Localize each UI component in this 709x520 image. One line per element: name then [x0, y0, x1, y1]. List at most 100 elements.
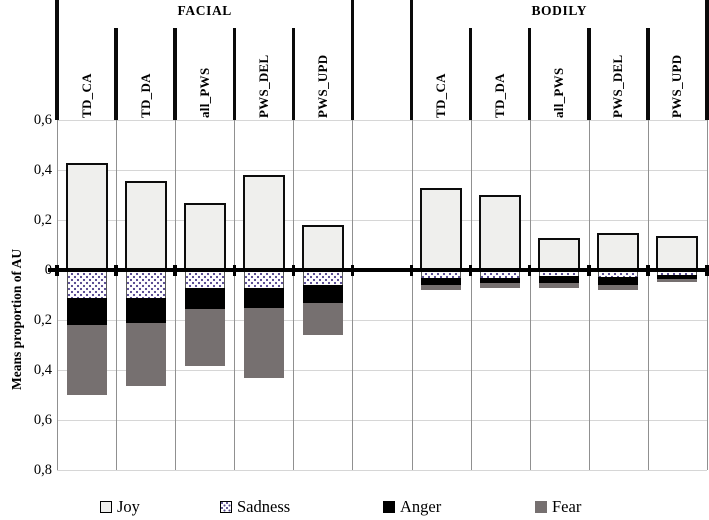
y-tick-label: 0,6: [33, 112, 52, 128]
axis-tick: [587, 264, 591, 276]
v-gridline: [588, 120, 590, 470]
zero-axis-line: [48, 268, 709, 272]
bar-segment-fear: [480, 283, 521, 288]
v-gridline: [293, 120, 295, 470]
h-gridline: [57, 370, 707, 371]
legend-label: Fear: [552, 497, 582, 516]
category-divider: [527, 28, 532, 120]
bar-segment-joy: [183, 202, 226, 270]
axis-tick: [468, 264, 473, 276]
axis-tick: [55, 264, 59, 276]
axis-tick: [646, 264, 650, 276]
bar-segment-anger: [184, 287, 225, 309]
legend-item: Joy: [100, 497, 140, 517]
bar-segment-anger: [302, 285, 343, 303]
bar-segment-sadness: [243, 270, 284, 288]
legend-item: Fear: [535, 497, 581, 517]
v-gridline: [57, 120, 58, 470]
bar-segment-fear: [657, 279, 698, 282]
h-gridline: [57, 220, 707, 221]
bar-segment-sadness: [184, 270, 225, 288]
v-gridline: [470, 120, 472, 470]
bar-segment-sadness: [539, 270, 580, 276]
y-tick-label: 0,4: [33, 162, 52, 178]
bar-segment-sadness: [66, 270, 107, 298]
category-divider: [587, 28, 591, 120]
axis-tick: [409, 264, 414, 276]
y-tick-label: 0: [44, 262, 52, 278]
v-gridline: [707, 120, 708, 470]
v-gridline: [529, 120, 531, 470]
bar-segment-joy: [65, 162, 108, 270]
y-tick-label: 0,2: [33, 312, 52, 328]
axis-tick: [114, 264, 118, 276]
v-gridline: [352, 120, 354, 470]
bar-segment-joy: [479, 195, 522, 270]
axis-tick: [173, 264, 177, 276]
bar-segment-sadness: [125, 270, 166, 298]
category-divider: [291, 28, 296, 120]
bar-segment-anger: [243, 287, 284, 308]
category-label: PWS_DEL: [255, 54, 271, 118]
bar-segment-fear: [421, 285, 462, 290]
bar-segment-joy: [538, 237, 581, 270]
v-gridline: [175, 120, 177, 470]
category-label: TD_CA: [78, 73, 94, 118]
v-gridline: [411, 120, 413, 470]
section-divider: [350, 0, 355, 120]
y-tick-label: 0,2: [33, 212, 52, 228]
v-gridline: [116, 120, 118, 470]
category-label: TD_DA: [492, 73, 508, 118]
joy-swatch-icon: [100, 501, 112, 513]
bar-segment-joy: [124, 181, 167, 270]
bar-segment-sadness: [302, 270, 343, 285]
bar-segment-sadness: [421, 270, 462, 278]
bar-segment-anger: [421, 277, 462, 285]
category-label: TD_CA: [433, 73, 449, 118]
fear-swatch-icon: [535, 501, 547, 513]
bar-segment-anger: [125, 297, 166, 323]
category-label: PWS_UPD: [314, 54, 330, 119]
y-tick-label: 0,8: [33, 462, 52, 478]
axis-tick: [528, 264, 532, 276]
axis-tick: [350, 264, 355, 276]
bar-segment-fear: [539, 282, 580, 288]
legend-label: Joy: [117, 497, 140, 516]
category-label: PWS_UPD: [669, 54, 685, 119]
category-label: TD_DA: [137, 73, 153, 118]
bar-segment-joy: [597, 232, 640, 270]
h-gridline: [57, 320, 707, 321]
bar-segment-joy: [420, 187, 463, 270]
bar-segment-sadness: [598, 270, 639, 277]
category-divider: [232, 28, 237, 120]
axis-tick: [291, 264, 296, 276]
v-gridline: [234, 120, 236, 470]
legend-label: Anger: [400, 497, 442, 516]
legend-label: Sadness: [237, 497, 291, 516]
bar-segment-joy: [242, 175, 285, 270]
category-divider: [173, 28, 177, 120]
legend-item: Sadness: [220, 497, 290, 517]
h-gridline: [57, 170, 707, 171]
bar-segment-fear: [125, 322, 166, 387]
section-title: BODILY: [531, 3, 588, 18]
bar-segment-anger: [480, 277, 521, 283]
bar-segment-anger: [598, 276, 639, 285]
section-divider: [55, 0, 59, 120]
bar-segment-anger: [66, 297, 107, 325]
y-tick-label: 0,6: [33, 412, 52, 428]
bar-segment-anger: [539, 276, 580, 283]
bar-segment-fear: [66, 325, 107, 395]
section-divider: [705, 0, 709, 120]
bar-segment-anger: [657, 275, 698, 279]
h-gridline: [57, 120, 707, 121]
bar-segment-joy: [656, 236, 699, 270]
axis-tick: [705, 264, 709, 276]
category-divider: [468, 28, 473, 120]
y-tick-label: 0,4: [33, 362, 52, 378]
v-gridline: [647, 120, 649, 470]
bar-segment-fear: [184, 308, 225, 367]
category-label: all_PWS: [551, 67, 567, 119]
y-axis-title: Means proportion of AU: [9, 248, 24, 390]
bar-segment-joy: [301, 225, 344, 270]
